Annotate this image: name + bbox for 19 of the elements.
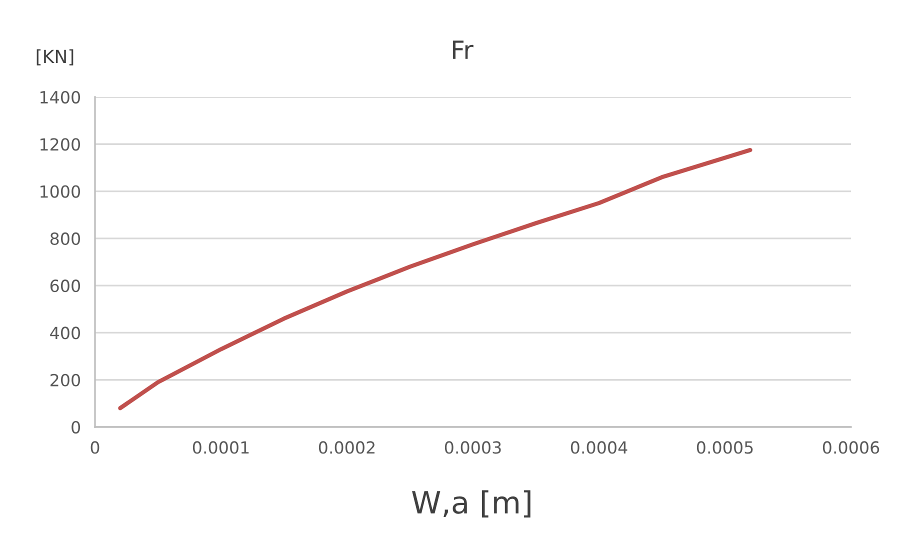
y-tick-label: 1000 [40, 185, 80, 198]
y-tick-label: 600 [50, 280, 80, 292]
y-tick-label: 200 [50, 374, 80, 386]
y-tick-label: 1200 [40, 138, 80, 151]
x-tick-label: 0.0003 [444, 441, 501, 454]
x-axis-title: W,a [m] [412, 490, 530, 518]
y-tick-label: 0 [72, 420, 80, 434]
x-tick-label: 0.0004 [570, 441, 628, 454]
x-tick-label: 0.0001 [192, 441, 249, 454]
y-tick-label: 1400 [40, 90, 80, 104]
x-tick-label: 0.0002 [318, 441, 374, 454]
line-series [118, 148, 752, 410]
chart-title: Fr [453, 40, 474, 59]
x-tick-label: 0 [90, 441, 100, 454]
x-tick-label: 0.0006 [822, 441, 880, 454]
y-axis-title: [KN] [36, 49, 74, 66]
x-tick-label: 0.0005 [696, 441, 753, 454]
y-tick-label: 800 [50, 232, 80, 245]
y-tick-label: 400 [50, 326, 80, 340]
